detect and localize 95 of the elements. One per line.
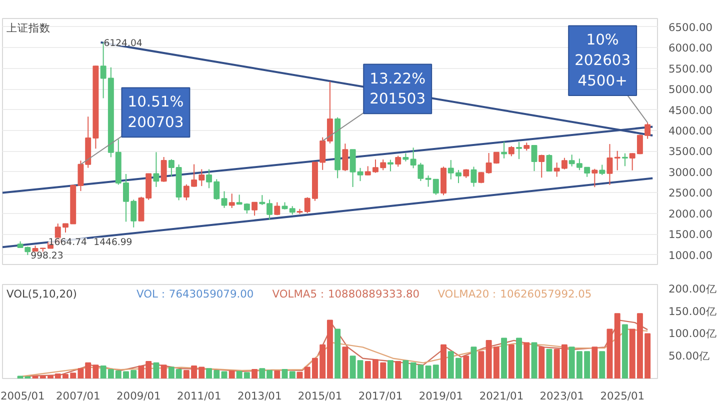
- bar: [599, 351, 606, 378]
- x-tick-label: 2023/01: [540, 390, 584, 402]
- bar: [592, 346, 598, 378]
- bar: [614, 313, 620, 378]
- bar: [516, 338, 522, 378]
- bar: [221, 371, 228, 378]
- chart-title: 上证指数: [6, 22, 50, 34]
- bar: [252, 369, 258, 378]
- candlestick: [622, 152, 628, 167]
- candlestick: [546, 154, 552, 172]
- candlestick: [252, 202, 258, 216]
- annotation: 1446.99: [94, 236, 132, 248]
- x-tick-label: 2021/01: [479, 390, 524, 402]
- x-tick-label: 2015/01: [298, 390, 342, 402]
- candlestick: [153, 152, 160, 188]
- y-tick-label: 4000.00: [668, 124, 713, 138]
- y-tick-label: 2500.00: [668, 186, 713, 200]
- y-tick-label: 200.00亿: [668, 282, 717, 296]
- bar: [342, 346, 348, 378]
- candlestick: [221, 190, 228, 208]
- y-tick-label: 5500.00: [668, 62, 713, 76]
- y-tick-label: 1000.00: [668, 248, 713, 262]
- bar: [289, 371, 296, 378]
- bar: [296, 372, 303, 378]
- y-tick-label: 100.00亿: [668, 327, 717, 340]
- chart-title: VOL(5,10,20): [6, 288, 77, 300]
- candlestick: [531, 144, 538, 172]
- bar: [228, 370, 235, 378]
- candlestick: [592, 168, 598, 188]
- annotation: VOL：7643059079.00: [136, 288, 254, 300]
- y-tick-label: 3500.00: [668, 145, 713, 158]
- candlestick: [516, 142, 522, 160]
- x-tick-label: 2017/01: [358, 390, 403, 402]
- bar: [402, 360, 409, 378]
- candlestick: [599, 164, 606, 176]
- candlestick: [395, 155, 402, 168]
- bar: [508, 344, 514, 378]
- y-tick-label: 50.00亿: [668, 350, 710, 363]
- y-tick-label: 6500.00: [668, 20, 713, 34]
- y-tick-label: 3000.00: [668, 166, 713, 179]
- y-tick-label: 4500.00: [668, 104, 713, 117]
- annotation: 10% 202603 4500+: [574, 32, 631, 90]
- text: VOLMA20：10626057992.05: [438, 288, 592, 300]
- candlestick: [214, 178, 220, 200]
- candlestick: [274, 202, 280, 216]
- candlestick: [614, 150, 620, 171]
- text: VOLMA5：10880889333.80: [272, 288, 420, 300]
- x-tick-label: 2013/01: [237, 390, 282, 402]
- annotation: 1664.74: [48, 236, 88, 248]
- bar: [531, 342, 538, 378]
- candlestick: [538, 154, 545, 178]
- x-tick-label: 2007/01: [56, 390, 100, 402]
- annotation: 10.51% 200703: [128, 94, 184, 132]
- bar: [274, 370, 280, 378]
- bar: [334, 328, 341, 378]
- bar: [606, 328, 613, 378]
- candlestick: [470, 166, 477, 188]
- bar: [470, 346, 477, 378]
- x-tick-label: 2025/01: [600, 390, 645, 402]
- bar: [440, 344, 447, 378]
- bar: [387, 360, 394, 378]
- y-tick-label: 1500.00: [668, 228, 713, 242]
- candlestick: [206, 168, 212, 189]
- x-tick-label: 2009/01: [116, 390, 161, 402]
- candlestick: [228, 193, 235, 208]
- candlestick: [606, 144, 613, 186]
- bar: [501, 338, 508, 378]
- candlestick: [568, 154, 575, 167]
- bar: [622, 324, 628, 378]
- bar: [395, 360, 402, 378]
- candlestick: [508, 146, 514, 157]
- bar: [538, 346, 545, 378]
- y-tick-label: 150.00亿: [668, 304, 717, 318]
- bar: [524, 342, 530, 378]
- x-tick-label: 2011/01: [176, 390, 222, 402]
- annotation: 6124.04: [104, 38, 142, 49]
- x-tick-label: 2005/01: [0, 390, 45, 402]
- y-tick-label: 2000.00: [668, 207, 713, 220]
- y-tick-label: 6000.00: [668, 42, 713, 55]
- bar: [160, 364, 167, 378]
- bar: [463, 356, 470, 378]
- candlestick: [304, 196, 310, 214]
- annotation: 998.23: [30, 250, 64, 262]
- candlestick: [236, 194, 242, 205]
- bar: [478, 351, 484, 378]
- annotation: 13.22% 201503: [370, 70, 426, 108]
- bar: [282, 369, 288, 378]
- x-tick-label: 2019/01: [418, 390, 464, 402]
- bar: [546, 348, 552, 378]
- candlestick: [160, 156, 167, 182]
- bar: [153, 362, 160, 378]
- candlestick: [387, 159, 394, 172]
- candlestick: [342, 143, 348, 172]
- candlestick: [501, 141, 508, 159]
- y-tick-label: 5000.00: [668, 83, 713, 96]
